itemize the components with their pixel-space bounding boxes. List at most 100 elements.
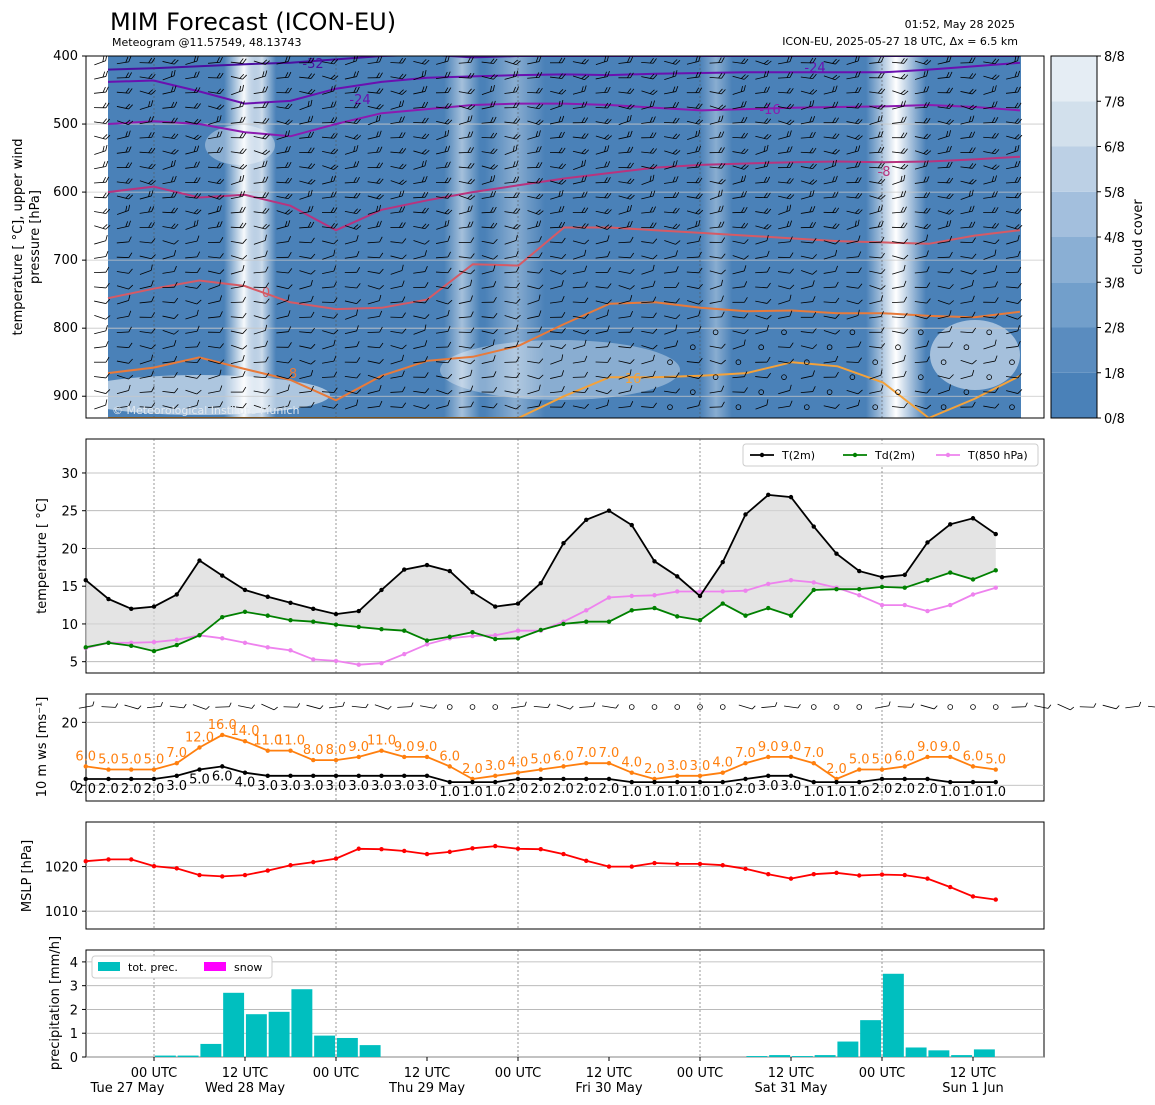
barb-flag	[741, 207, 745, 213]
wind-barb	[641, 163, 658, 170]
barb-shaft	[618, 406, 631, 409]
barb-shaft	[162, 181, 175, 185]
wind-barb	[162, 297, 179, 304]
barb-shaft	[595, 121, 608, 125]
gust-value-label: 6.0	[439, 749, 460, 764]
wind-barb	[367, 178, 384, 184]
wind-barb	[527, 294, 541, 305]
barb-flag	[972, 327, 977, 333]
barb-flag	[470, 163, 475, 169]
barb-shaft	[185, 76, 198, 80]
barb-shaft	[641, 165, 654, 170]
wind-barb	[914, 340, 930, 349]
precip-bar	[223, 992, 245, 1057]
td2m-point	[356, 624, 361, 630]
barb-flag	[698, 177, 703, 184]
wind-barb	[1005, 266, 1022, 274]
wind-barb	[390, 116, 405, 125]
wind-barb	[732, 206, 748, 214]
barb-flag	[1017, 192, 1022, 199]
barb-flag	[949, 235, 953, 242]
barb-shaft	[823, 240, 836, 245]
barb-flag	[402, 328, 407, 334]
barb-shaft	[276, 360, 289, 364]
mean-wind-value-label: 2.0	[553, 782, 574, 797]
calm-wind-circle	[986, 329, 992, 336]
barb-shaft	[983, 121, 996, 124]
barb-flag	[242, 116, 246, 123]
barb-flag	[740, 176, 744, 182]
barb-flag	[535, 146, 539, 153]
wind-barb	[686, 357, 703, 364]
barb-flag	[971, 279, 974, 286]
wind-barb	[709, 73, 726, 79]
barb-shaft	[230, 286, 243, 289]
barb-shaft	[800, 76, 813, 80]
barb-shaft	[162, 240, 175, 245]
barb-shaft	[572, 180, 585, 185]
mean-wind-value-label: 2.0	[530, 782, 551, 797]
barb-flag	[994, 281, 998, 287]
wind-barb	[914, 192, 931, 199]
barb-flag	[288, 71, 292, 78]
barb-flag	[490, 164, 496, 169]
barb-shaft	[572, 270, 585, 274]
wind-barb	[983, 355, 998, 364]
wind-barb	[230, 280, 246, 289]
barb-flag	[763, 59, 769, 65]
barb-flag	[151, 312, 156, 318]
barb-shaft	[732, 286, 745, 289]
barb-shaft	[664, 136, 676, 140]
barb-flag	[538, 87, 543, 94]
barb-flag	[857, 299, 863, 305]
wind-barb	[162, 314, 179, 319]
barb-flag	[401, 90, 407, 95]
barb-flag	[401, 164, 407, 170]
barb-flag	[926, 192, 931, 198]
barb-shaft	[504, 286, 517, 289]
barb-flag	[196, 399, 199, 406]
barb-flag	[675, 372, 680, 378]
wind-barb	[960, 269, 977, 275]
barb-flag	[698, 103, 703, 109]
barb-flag	[721, 295, 724, 302]
barb-flag	[376, 115, 378, 122]
wind-barb	[755, 315, 772, 320]
wind-barb	[344, 251, 360, 259]
precipitation-legend-box	[91, 955, 273, 979]
barb-flag	[105, 118, 110, 124]
barb-flag	[926, 70, 929, 77]
t850-point	[902, 602, 907, 608]
barb-flag	[310, 237, 315, 243]
barb-shaft	[116, 151, 129, 154]
colorbar-step	[1051, 372, 1097, 418]
isotherm-label: -8	[878, 165, 891, 180]
barb-flag	[561, 328, 566, 334]
wind-barb	[390, 100, 405, 110]
wind-barb	[800, 270, 818, 275]
wind-barb	[778, 130, 792, 140]
barb-shaft	[299, 345, 312, 349]
barb-flag	[900, 73, 906, 79]
barb-flag	[402, 58, 406, 64]
barb-flag	[744, 148, 749, 154]
wind-barb	[481, 58, 498, 64]
t2m-point	[83, 577, 88, 583]
wind-barb	[413, 356, 428, 364]
barb-flag	[265, 86, 269, 92]
barb-flag	[786, 205, 789, 212]
barb-shaft	[686, 196, 699, 199]
wind-barb	[185, 373, 202, 379]
wind-barb	[94, 325, 108, 335]
barb-flag	[744, 132, 748, 139]
wind-barb	[481, 116, 497, 124]
calm-wind-circle	[992, 704, 999, 710]
colorbar-step	[1051, 237, 1097, 283]
wind-barb	[527, 119, 544, 125]
barb-flag	[447, 177, 452, 183]
barb-shaft	[618, 270, 631, 274]
barb-shaft	[344, 330, 357, 335]
barb-shaft	[253, 181, 266, 184]
barb-flag	[493, 132, 498, 139]
barb-flag	[379, 104, 384, 110]
